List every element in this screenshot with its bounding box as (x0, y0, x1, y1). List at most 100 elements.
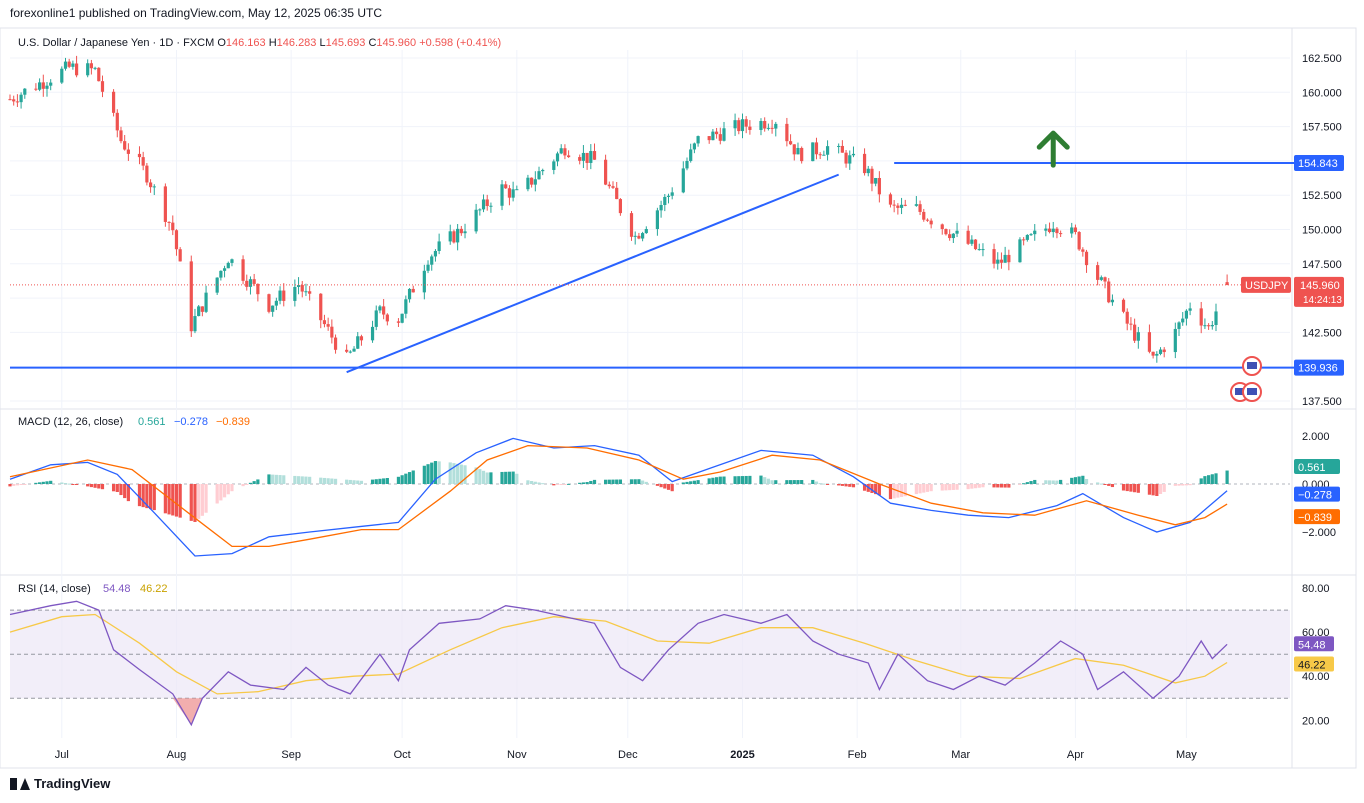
macd-value-tag (1294, 459, 1340, 474)
macd-hist-bar (189, 484, 193, 521)
macd-hist-bar (607, 479, 611, 484)
candle-body (500, 184, 504, 206)
macd-hist-bar (925, 484, 930, 492)
candle-body (1203, 325, 1207, 327)
macd-hist-bar (400, 475, 404, 484)
macd-hist-bar (1081, 475, 1085, 484)
up-arrow-icon (1036, 130, 1070, 168)
candle-body (437, 241, 441, 251)
candle-body (1110, 299, 1115, 303)
macd-hist-bar (526, 480, 530, 484)
macd-hist-bar (637, 479, 641, 484)
candle-body (1103, 277, 1107, 282)
candle-body (400, 313, 404, 323)
macd-hist-bar (230, 484, 234, 492)
candle-body (197, 306, 201, 317)
candle-body (973, 239, 978, 250)
macd-value: −0.278 (174, 416, 208, 428)
candle-body (123, 141, 127, 150)
candle-body (407, 288, 412, 300)
macd-hist-bar (1155, 484, 1159, 496)
macd-hist-bar (629, 479, 634, 484)
candle-body (862, 153, 867, 174)
candle-body (49, 82, 53, 86)
candle-body (992, 249, 996, 264)
candle-body (1129, 323, 1133, 325)
published-line: forexonline1 published on TradingView.co… (10, 6, 383, 20)
macd-hist-bar (733, 476, 737, 484)
macd-hist-bar (97, 484, 101, 489)
candle-body (252, 279, 256, 284)
candle-body (1059, 233, 1063, 235)
candle-body (345, 349, 349, 352)
candle-body (589, 151, 593, 163)
candle-body (533, 179, 537, 185)
macd-hist-bar (1210, 474, 1214, 484)
candle-body (1084, 251, 1089, 266)
macd-hist-bar (174, 484, 179, 517)
candle-body (97, 67, 101, 82)
signal-line (9, 444, 1228, 548)
macd-hist-bar (1184, 484, 1189, 486)
macd-hist-bar (515, 473, 519, 484)
macd-hist-bar (1096, 482, 1100, 484)
macd-hist-bar (459, 464, 463, 484)
macd-hist-bar (1181, 484, 1185, 486)
macd-hist-bar (452, 463, 456, 484)
macd-hist-bar (578, 482, 582, 484)
candle-body (925, 219, 930, 221)
macd-hist-bar (1121, 484, 1126, 491)
candle-body (874, 177, 878, 184)
macd-hist-bar (973, 484, 978, 489)
candle-body (430, 256, 434, 265)
candle-body (1225, 282, 1229, 285)
macd-hist-bar (504, 471, 508, 484)
macd-hist-bar (796, 480, 800, 484)
x-tick-label: Feb (848, 749, 867, 761)
candle-body (274, 300, 278, 306)
macd-hist-bar (359, 480, 364, 484)
candle-body (1099, 277, 1103, 280)
candle-body (659, 205, 663, 211)
macd-hist-bar (511, 471, 515, 484)
candle-body (8, 99, 12, 101)
candle-body (763, 120, 767, 129)
macd-hist-bar (422, 465, 426, 484)
macd-hist-bar (100, 484, 105, 490)
macd-hist-bar (740, 476, 745, 484)
x-tick-label: Dec (618, 749, 638, 761)
candle-body (456, 228, 460, 243)
macd-tag-label: −0.278 (1298, 490, 1332, 502)
macd-hist-bar (256, 479, 260, 484)
candle-body (825, 146, 830, 155)
candle-body (1029, 234, 1033, 236)
macd-hist-bar (748, 475, 752, 484)
macd-hist-bar (1025, 482, 1029, 484)
candle-body (877, 177, 881, 195)
candle-body (222, 268, 227, 271)
candle-body (977, 249, 981, 251)
candle-body (1073, 227, 1078, 233)
macd-hist-bar (219, 484, 223, 501)
candle-body (1096, 265, 1100, 280)
candle-body (1107, 281, 1111, 303)
candle-body (929, 220, 933, 225)
candle-body (670, 192, 674, 196)
macd-hist-bar (137, 484, 142, 507)
candle-body (629, 213, 634, 237)
candle-body (126, 149, 130, 154)
macd-hist-bar (1162, 484, 1166, 492)
macd-hist-bar (352, 480, 356, 484)
candle-body (796, 147, 800, 155)
macd-hist-bar (8, 484, 12, 487)
candle-body (707, 136, 711, 141)
macd-hist-bar (1029, 481, 1033, 484)
macd-hist-bar (34, 482, 38, 484)
macd-hist-bar (1188, 484, 1192, 486)
candle-body (511, 189, 515, 198)
macd-hist-bar (1059, 479, 1063, 484)
candle-body (148, 182, 153, 188)
macd-hist-bar (888, 484, 893, 500)
candle-body (1188, 308, 1192, 311)
